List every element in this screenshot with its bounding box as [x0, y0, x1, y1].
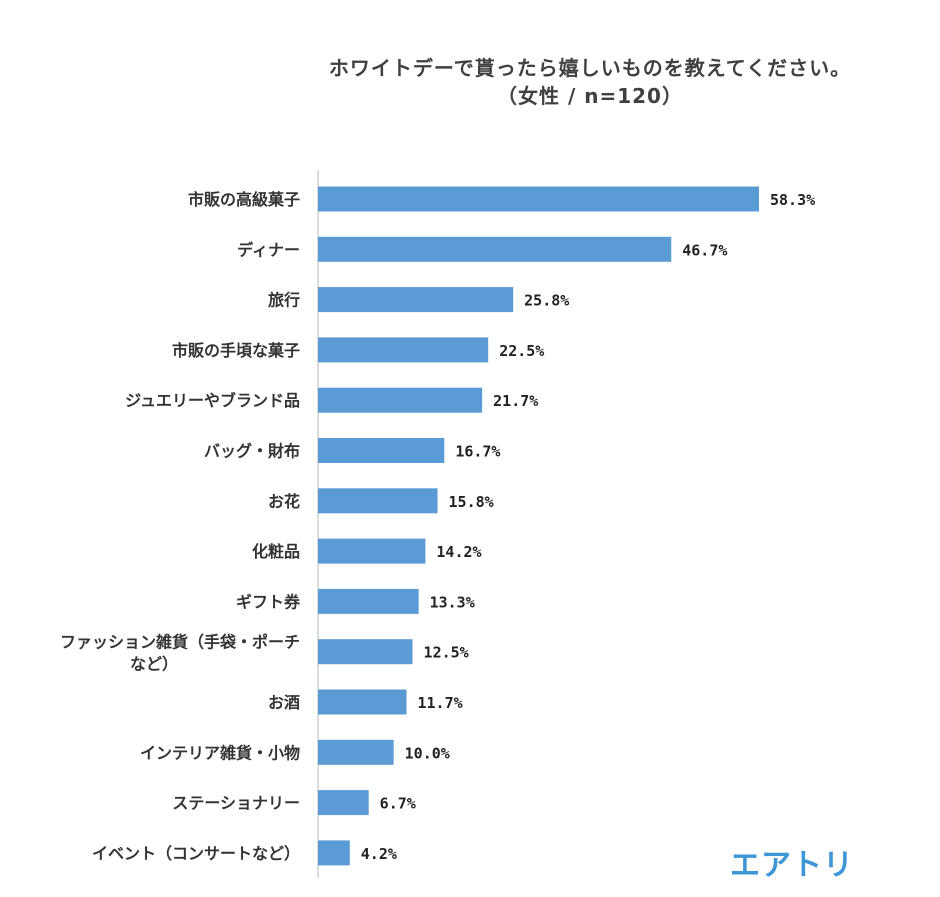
bar-13 [318, 840, 350, 866]
bar-8 [318, 588, 419, 614]
bar-5 [318, 438, 445, 463]
category-label-12: ステーショナリー [172, 794, 300, 813]
bar-0 [318, 186, 759, 212]
value-label-7: 14.2% [436, 543, 481, 561]
category-label-3: 市販の手頃な菓子 [172, 341, 300, 360]
category-label-13: イベント（コンサートなど） [92, 844, 300, 863]
category-label-5: バッグ・財布 [204, 442, 300, 461]
value-label-6: 15.8% [449, 493, 494, 511]
value-label-3: 22.5% [499, 342, 544, 360]
value-label-4: 21.7% [493, 392, 538, 410]
bar-12 [318, 790, 369, 816]
value-label-5: 16.7% [455, 443, 500, 461]
bar-2 [318, 287, 514, 313]
chart-title: ホワイトデーで貰ったら嬉しいものを教えてください。 [328, 56, 852, 80]
value-label-0: 58.3% [770, 191, 815, 209]
bar-4 [318, 387, 483, 413]
category-label-1: ディナー [237, 240, 300, 259]
category-label-10: お酒 [268, 693, 300, 712]
value-label-10: 11.7% [418, 694, 463, 712]
value-label-1: 46.7% [682, 241, 727, 259]
bar-1 [318, 236, 672, 262]
value-label-2: 25.8% [524, 292, 569, 310]
value-label-12: 6.7% [380, 795, 416, 813]
value-label-13: 4.2% [361, 845, 397, 863]
bar-3 [318, 337, 489, 363]
category-label-11: インテリア雑貨・小物 [140, 743, 300, 762]
category-label-8: ギフト券 [236, 592, 301, 611]
category-label-7: 化粧品 [252, 542, 300, 561]
category-label-9: ファッション雑貨（手袋・ポーチ [60, 633, 300, 652]
category-label-0: 市販の高級菓子 [188, 190, 300, 209]
category-label-2: 旅行 [268, 291, 300, 310]
bar-11 [318, 739, 394, 765]
bar-9 [318, 639, 413, 665]
category-label-9-line2: など） [130, 655, 178, 674]
value-label-11: 10.0% [405, 744, 450, 762]
bar-6 [318, 488, 438, 514]
bar-10 [318, 689, 407, 715]
chart-subtitle: （女性 / n=120） [497, 84, 683, 108]
value-label-9: 12.5% [424, 644, 469, 662]
airtrip-logo: エアトリ [730, 848, 854, 883]
category-label-4: ジュエリーやブランド品 [125, 391, 300, 410]
value-label-8: 13.3% [430, 593, 475, 611]
category-label-6: お花 [268, 492, 300, 511]
bar-7 [318, 538, 426, 564]
